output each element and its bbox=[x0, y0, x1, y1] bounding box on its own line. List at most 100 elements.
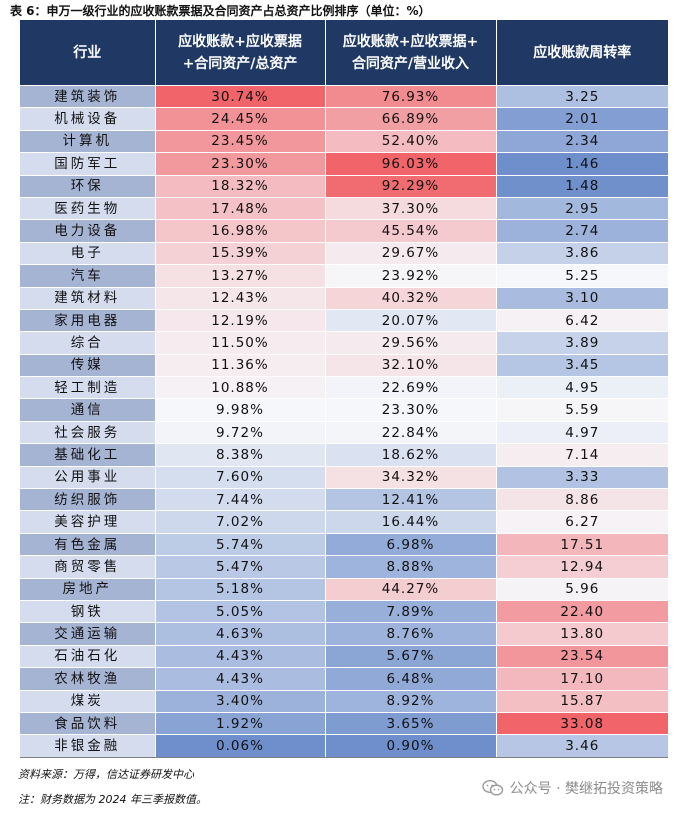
ratio-revenue-cell: 96.03% bbox=[324, 152, 496, 176]
industry-cell: 非银金融 bbox=[20, 734, 155, 758]
table-row: 轻工制造 10.88% 22.69% 4.95 bbox=[20, 376, 668, 399]
header-ratio-assets: 应收账款+应收票据 +合同资产/总资产 bbox=[154, 20, 325, 86]
turnover-cell: 3.33 bbox=[495, 465, 668, 489]
ratio-assets-cell: 23.45% bbox=[154, 129, 325, 153]
industry-cell: 家用电器 bbox=[20, 308, 155, 332]
ratio-assets-cell: 11.36% bbox=[154, 353, 325, 377]
watermark-text: 公众号 · 樊继拓投资策略 bbox=[509, 781, 663, 797]
ratio-revenue-cell: 8.88% bbox=[324, 555, 496, 579]
header-ratio-revenue-line1: 应收账款+应收票据+ bbox=[342, 33, 479, 50]
header-industry: 行业 bbox=[20, 20, 155, 86]
industry-cell: 国防军工 bbox=[20, 152, 155, 176]
table-row: 煤炭 3.40% 8.92% 15.87 bbox=[20, 689, 668, 713]
header-ratio-assets-line2: +合同资产/总资产 bbox=[182, 55, 298, 72]
industry-cell: 建筑装饰 bbox=[20, 84, 155, 108]
table-row: 非银金融 0.06% 0.90% 3.46 bbox=[20, 734, 668, 758]
turnover-cell: 2.74 bbox=[495, 219, 668, 243]
turnover-cell: 17.51 bbox=[495, 532, 668, 556]
industry-cell: 商贸零售 bbox=[20, 555, 155, 579]
ratio-revenue-cell: 32.10% bbox=[324, 353, 496, 377]
ratio-assets-cell: 13.27% bbox=[154, 264, 325, 288]
ratio-assets-cell: 4.43% bbox=[154, 667, 325, 691]
table-row: 国防军工 23.30% 96.03% 1.46 bbox=[20, 152, 668, 176]
turnover-cell: 5.96 bbox=[495, 577, 668, 601]
ratio-assets-cell: 30.74% bbox=[154, 84, 325, 108]
turnover-cell: 12.94 bbox=[495, 555, 668, 579]
industry-cell: 电子 bbox=[20, 241, 155, 265]
ratio-revenue-cell: 40.32% bbox=[324, 286, 496, 310]
ratio-revenue-cell: 76.93% bbox=[324, 84, 496, 108]
ratio-revenue-cell: 22.69% bbox=[324, 376, 496, 399]
ratio-assets-cell: 10.88% bbox=[154, 376, 325, 399]
ratio-assets-cell: 5.47% bbox=[154, 555, 325, 579]
turnover-cell: 5.25 bbox=[495, 264, 668, 288]
table-row: 石油石化 4.43% 5.67% 23.54 bbox=[20, 644, 668, 668]
ratio-revenue-cell: 0.90% bbox=[324, 734, 496, 758]
table-row: 家用电器 12.19% 20.07% 6.42 bbox=[20, 308, 668, 332]
ratio-revenue-cell: 12.41% bbox=[324, 488, 496, 511]
turnover-cell: 4.95 bbox=[495, 376, 668, 399]
turnover-cell: 23.54 bbox=[495, 644, 668, 668]
turnover-cell: 17.10 bbox=[495, 667, 668, 691]
table-row: 传媒 11.36% 32.10% 3.45 bbox=[20, 353, 668, 377]
ratio-revenue-cell: 18.62% bbox=[324, 443, 496, 467]
table-row: 食品饮料 1.92% 3.65% 33.08 bbox=[20, 711, 668, 735]
table-row: 交通运输 4.63% 8.76% 13.80 bbox=[20, 622, 668, 646]
ratio-revenue-cell: 16.44% bbox=[324, 510, 496, 534]
ratio-revenue-cell: 8.92% bbox=[324, 689, 496, 713]
industry-cell: 基础化工 bbox=[20, 443, 155, 467]
industry-cell: 煤炭 bbox=[20, 689, 155, 713]
ratio-assets-cell: 0.06% bbox=[154, 734, 325, 758]
industry-cell: 电力设备 bbox=[20, 219, 155, 243]
turnover-cell: 5.59 bbox=[495, 398, 668, 422]
table-row: 建筑材料 12.43% 40.32% 3.10 bbox=[20, 286, 668, 310]
industry-cell: 纺织服饰 bbox=[20, 488, 155, 511]
ratio-revenue-cell: 6.48% bbox=[324, 667, 496, 691]
industry-cell: 有色金属 bbox=[20, 532, 155, 556]
ratio-revenue-cell: 44.27% bbox=[324, 577, 496, 601]
turnover-cell: 4.97 bbox=[495, 420, 668, 444]
ratio-revenue-cell: 23.92% bbox=[324, 264, 496, 288]
ratio-assets-cell: 5.05% bbox=[154, 599, 325, 623]
turnover-cell: 13.80 bbox=[495, 622, 668, 646]
table-row: 钢铁 5.05% 7.89% 22.40 bbox=[20, 599, 668, 623]
table-header-row: 行业 应收账款+应收票据 +合同资产/总资产 应收账款+应收票据+ 合同资产/营… bbox=[20, 20, 668, 86]
industry-cell: 公用事业 bbox=[20, 465, 155, 489]
ratio-assets-cell: 9.72% bbox=[154, 420, 325, 444]
turnover-cell: 2.95 bbox=[495, 196, 668, 220]
ratio-assets-cell: 24.45% bbox=[154, 107, 325, 131]
ratio-assets-cell: 7.60% bbox=[154, 465, 325, 489]
turnover-cell: 6.27 bbox=[495, 510, 668, 534]
table-row: 房地产 5.18% 44.27% 5.96 bbox=[20, 577, 668, 601]
industry-cell: 通信 bbox=[20, 398, 155, 422]
ratio-assets-cell: 3.40% bbox=[154, 689, 325, 713]
table-body: 建筑装饰 30.74% 76.93% 3.25 机械设备 24.45% 66.89% 2.01… bbox=[20, 84, 668, 758]
watermark: 公众号 · 樊继拓投资策略 bbox=[481, 778, 663, 798]
header-ratio-assets-line1: 应收账款+应收票据 bbox=[178, 33, 302, 50]
industry-cell: 美容护理 bbox=[20, 510, 155, 534]
table-title: 表 6：申万一级行业的应收账款票据及合同资产占总资产比例排序（单位：%） bbox=[10, 4, 431, 18]
ratio-revenue-cell: 6.98% bbox=[324, 532, 496, 556]
wechat-icon bbox=[481, 779, 504, 797]
ratio-revenue-cell: 34.32% bbox=[324, 465, 496, 489]
industry-cell: 汽车 bbox=[20, 264, 155, 288]
table-row: 建筑装饰 30.74% 76.93% 3.25 bbox=[20, 84, 668, 108]
ratio-assets-cell: 7.44% bbox=[154, 488, 325, 511]
ratio-revenue-cell: 22.84% bbox=[324, 420, 496, 444]
table-row: 汽车 13.27% 23.92% 5.25 bbox=[20, 264, 668, 288]
table-row: 电力设备 16.98% 45.54% 2.74 bbox=[20, 219, 668, 243]
ratio-assets-cell: 11.50% bbox=[154, 331, 325, 355]
table-row: 机械设备 24.45% 66.89% 2.01 bbox=[20, 107, 668, 131]
ratio-revenue-cell: 45.54% bbox=[324, 219, 496, 243]
table-row: 环保 18.32% 92.29% 1.48 bbox=[20, 174, 668, 198]
ratio-assets-cell: 5.74% bbox=[154, 532, 325, 556]
ratio-assets-cell: 5.18% bbox=[154, 577, 325, 601]
ratio-revenue-cell: 7.89% bbox=[324, 599, 496, 623]
turnover-cell: 1.46 bbox=[495, 152, 668, 176]
table-row: 社会服务 9.72% 22.84% 4.97 bbox=[20, 420, 668, 444]
industry-cell: 计算机 bbox=[20, 129, 155, 153]
table-row: 纺织服饰 7.44% 12.41% 8.86 bbox=[20, 488, 668, 511]
ratio-revenue-cell: 66.89% bbox=[324, 107, 496, 131]
header-ratio-revenue: 应收账款+应收票据+ 合同资产/营业收入 bbox=[324, 20, 496, 86]
ratio-assets-cell: 17.48% bbox=[154, 196, 325, 220]
